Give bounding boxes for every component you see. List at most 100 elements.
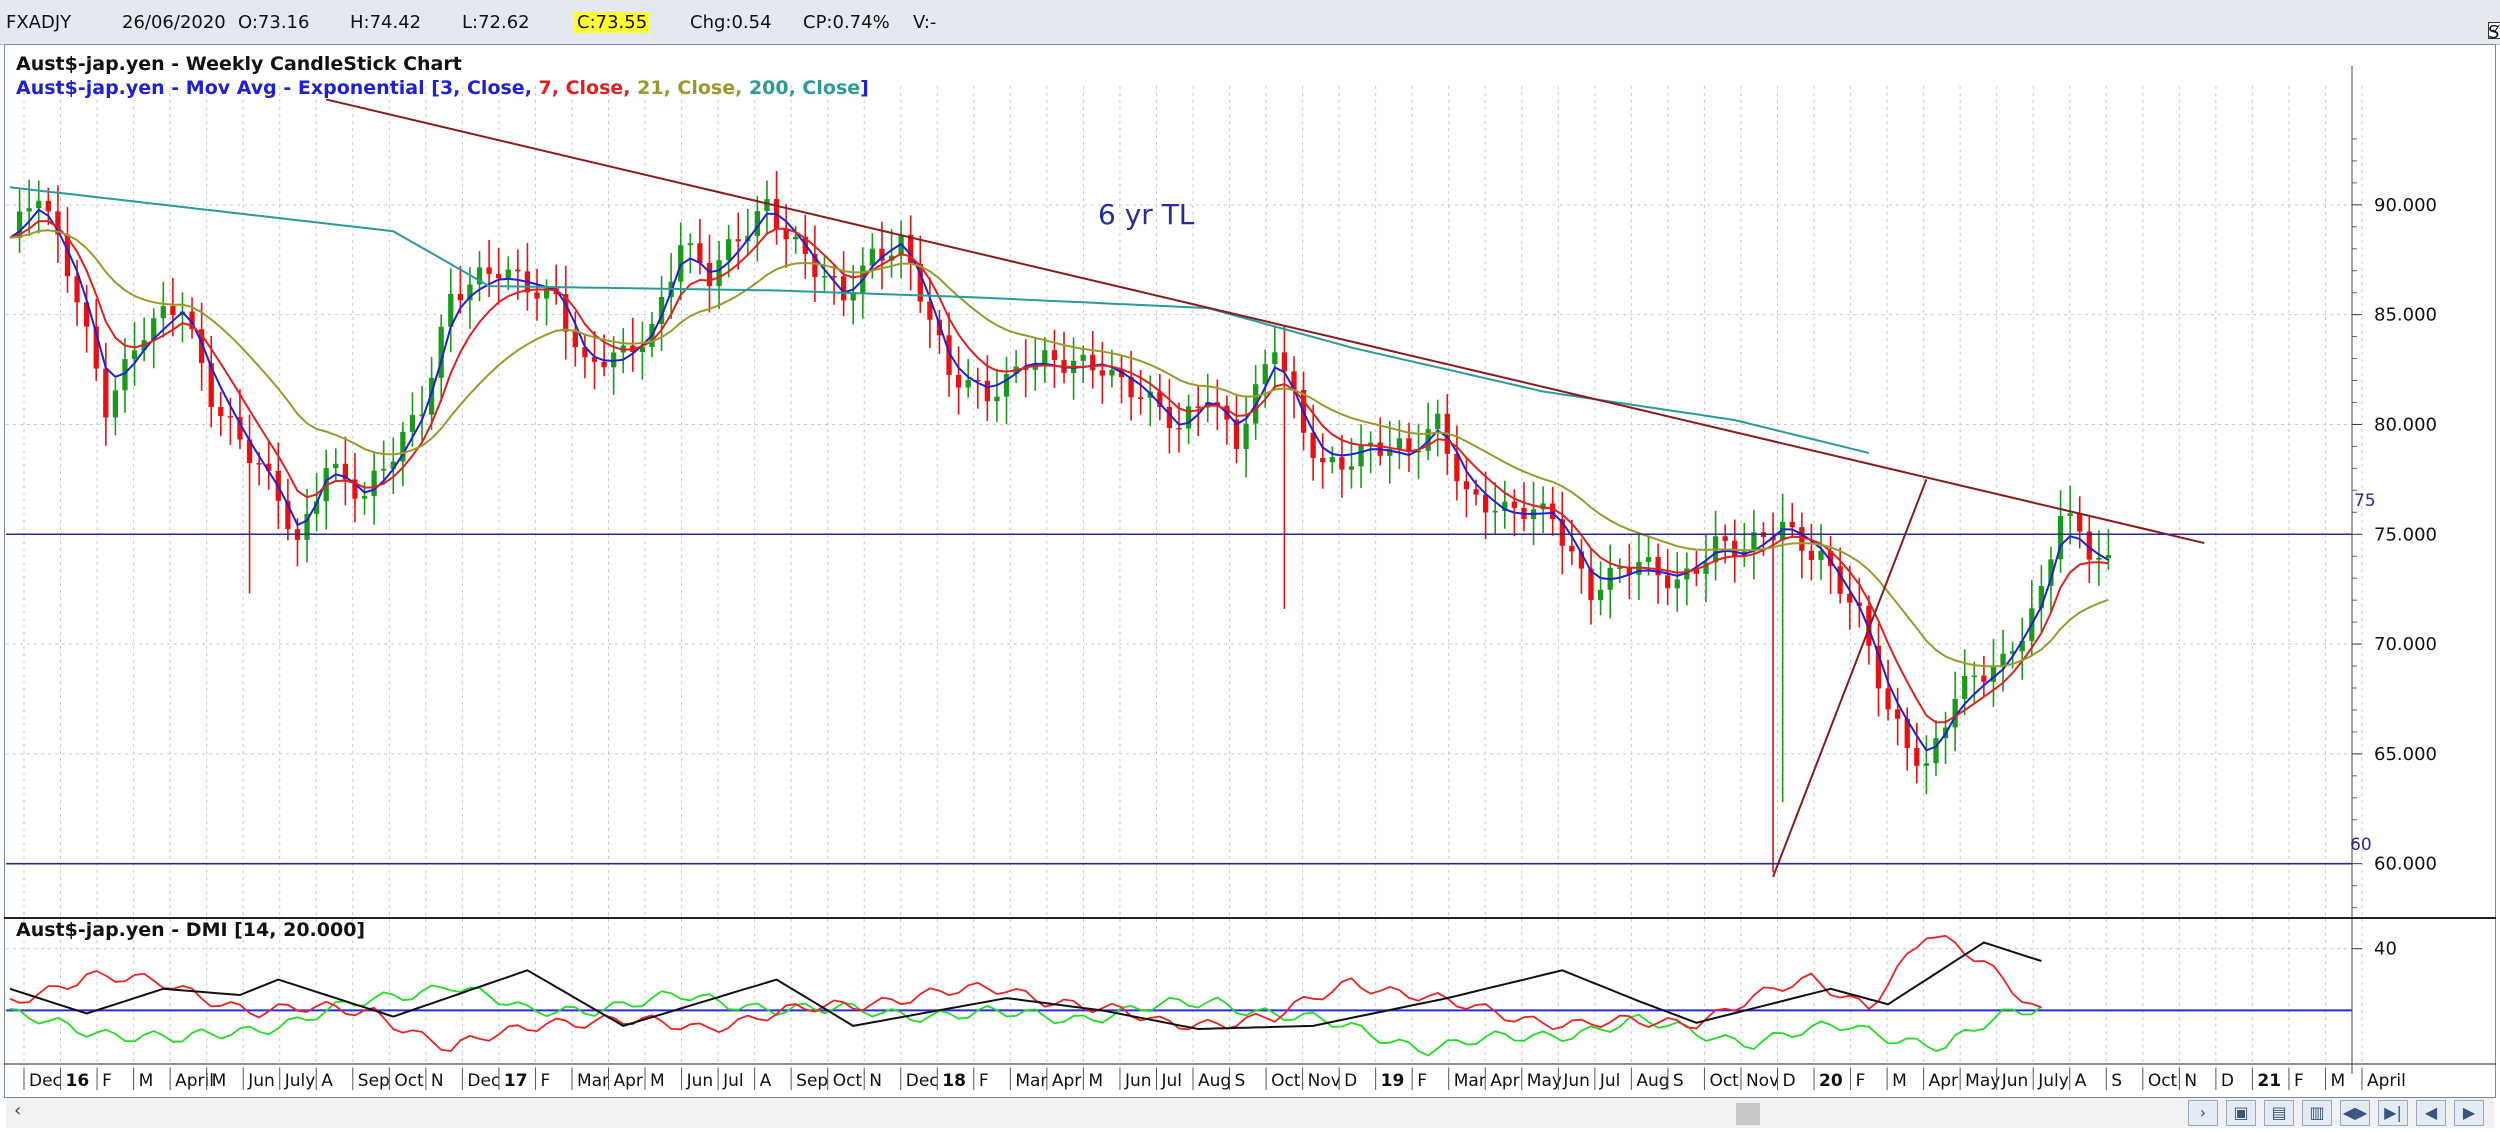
candle-down [45, 200, 51, 212]
scroll-thumb[interactable] [1736, 1103, 1760, 1125]
candle-down [1511, 501, 1518, 508]
low-label: L:72.62 [462, 12, 530, 33]
candle-up [1617, 567, 1623, 569]
close-label: C:73.55 [574, 12, 651, 33]
x-tick-label: 20 [1819, 1071, 1843, 1091]
candle-down [1090, 354, 1096, 371]
ema-21-line [9, 229, 2109, 668]
candle-up [611, 352, 617, 368]
show-last-label: Show Last [2488, 22, 2500, 43]
scroll-left-icon[interactable]: ‹ [14, 1100, 22, 1121]
candle-down [227, 416, 234, 418]
x-tick-label: M [2330, 1071, 2345, 1091]
volume-label: V:- [913, 12, 937, 33]
x-tick-label: Oct [394, 1071, 424, 1091]
candle-up [1751, 532, 1757, 552]
x-tick-label: S [1235, 1071, 1246, 1091]
candle-down [266, 463, 272, 471]
next-icon[interactable]: ▶ [2454, 1100, 2484, 1126]
x-tick-label: Mar [1454, 1071, 1486, 1091]
zoom-out-icon[interactable]: ▣ [2226, 1100, 2256, 1126]
legend-suffix: ] [860, 77, 869, 99]
candle-up [1003, 373, 1010, 397]
chart-area[interactable]: 40 Dec 16 F M April M Jun July A Sep Oct N Dec 17 F Mar… [3, 43, 2497, 1128]
scroll-right-icon[interactable]: › [2188, 1100, 2218, 1126]
y-tick-label: 80.000 [2374, 414, 2437, 435]
candle-down [1847, 593, 1853, 603]
x-tick-label: April [175, 1071, 214, 1091]
fit-icon[interactable]: ▥ [2302, 1100, 2332, 1126]
candle-down [1281, 352, 1288, 372]
candle-down [706, 262, 713, 287]
x-tick-label: Jun [1562, 1071, 1590, 1091]
candle-up [658, 297, 665, 324]
x-tick-label: Jun [2001, 1071, 2029, 1091]
candle-down [352, 479, 358, 499]
candle-down [1665, 575, 1671, 589]
last-page-icon[interactable]: ▶| [2378, 1100, 2408, 1126]
x-tick-label: Dec [467, 1071, 500, 1091]
candle-up [112, 390, 119, 418]
six-year-trendline [325, 98, 2205, 545]
dmi-legend: Aust$-jap.yen - DMI [14, 20.000] [16, 919, 365, 941]
x-tick-label: Sep [358, 1071, 390, 1091]
x-tick-label: S [2111, 1071, 2122, 1091]
x-tick-label: Nov [1746, 1071, 1779, 1091]
horizontal-scrollbar[interactable]: ‹ › ▣ ▤ ▥ ◀▶ ▶| ◀ ▶ [6, 1098, 2494, 1128]
chart-border [3, 43, 2497, 1099]
candle-down [170, 306, 176, 316]
zoom-in-icon[interactable]: ▤ [2264, 1100, 2294, 1126]
candle-down [1550, 503, 1556, 520]
candle-down [1808, 550, 1815, 560]
x-tick-label: May [1527, 1071, 1562, 1091]
candle-up [26, 208, 32, 212]
candle-down [1138, 397, 1144, 399]
candle-down [55, 211, 61, 235]
candle-up [1703, 562, 1709, 574]
open-label: O:73.16 [238, 12, 310, 33]
candle-up [869, 248, 876, 266]
candle-down [1473, 489, 1479, 495]
x-tick-label: Aug [1636, 1071, 1669, 1091]
candle-up [448, 293, 454, 327]
candle-down [1406, 438, 1412, 452]
candle-up [726, 239, 732, 261]
candle-up [1080, 354, 1086, 361]
candle-down [256, 463, 262, 465]
legend-ema21: 21, Close, [637, 77, 749, 99]
candle-down [1770, 536, 1776, 541]
candle-up [1971, 675, 1977, 678]
candle-up [390, 461, 396, 469]
candle-down [582, 347, 588, 358]
candle-down [984, 380, 990, 402]
candle-down [1693, 568, 1700, 574]
change-pct-label: CP:0.74% [803, 12, 890, 33]
candle-down [879, 248, 885, 261]
y-tick-label: 60.000 [2374, 854, 2437, 875]
candle-up [1272, 352, 1278, 365]
candle-down [1291, 371, 1297, 391]
y-tick-label: 90.000 [2374, 195, 2437, 216]
candle-down [1789, 521, 1795, 528]
candle-up [467, 284, 473, 301]
x-tick-label: 17 [504, 1071, 528, 1091]
candle-down [93, 326, 99, 369]
prev-icon[interactable]: ◀ [2416, 1100, 2446, 1126]
candle-down [1799, 527, 1805, 551]
x-tick-label: 16 [66, 1071, 90, 1091]
candle-up [687, 243, 693, 246]
first-page-icon[interactable]: ◀▶ [2340, 1100, 2370, 1126]
show-last-checkbox[interactable]: ✓ [2488, 22, 2500, 39]
x-tick-label: Nov [1308, 1071, 1341, 1091]
candle-down [1099, 370, 1105, 376]
candle-up [1368, 442, 1374, 447]
candle-down [1310, 432, 1316, 459]
x-tick-label: M [650, 1071, 665, 1091]
dmi-panel: 40 [6, 934, 2397, 1057]
change-label: Chg:0.54 [690, 12, 772, 33]
candle-up [1492, 510, 1498, 513]
candle-down [237, 417, 243, 440]
candle-down [1626, 567, 1632, 575]
hline-75-label: 75 [2354, 491, 2376, 511]
